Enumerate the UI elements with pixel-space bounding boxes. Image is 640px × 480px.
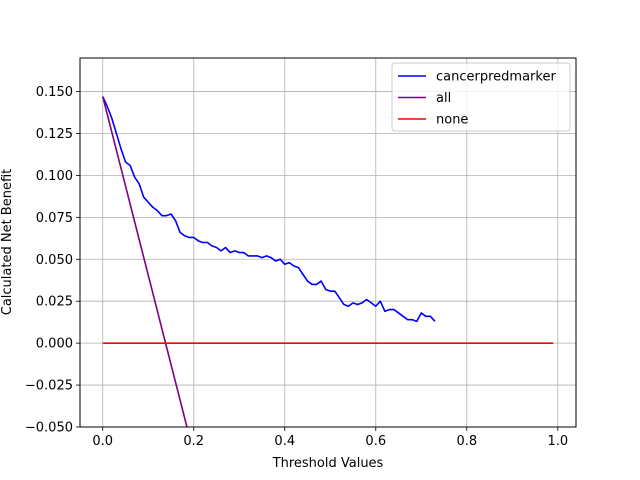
x-tick-label: 0.8 [456, 434, 477, 449]
y-tick-label: −0.050 [25, 421, 73, 436]
y-tick-label: 0.150 [36, 85, 73, 100]
legend-box [391, 62, 571, 132]
series-lines [101, 96, 554, 427]
x-tick-label: 0.6 [365, 434, 386, 449]
y-tick-label: 0.125 [36, 127, 73, 142]
y-axis-label: Calculated Net Benefit [0, 169, 15, 316]
legend-label: none [436, 113, 468, 128]
legend-label: all [436, 91, 451, 106]
y-tick-label: 0.000 [36, 337, 73, 352]
y-tick-label: 0.025 [36, 295, 73, 310]
axis-ticks: 0.0 0.2 0.4 0.6 0.8 1.0 −0.050 −0.025 0.000 0.025… [25, 85, 568, 449]
legend-label: cancerpredmarker [436, 70, 556, 85]
y-tick-label: 0.075 [36, 211, 73, 226]
y-tick-label: −0.025 [25, 379, 73, 394]
x-tick-label: 0.2 [183, 434, 204, 449]
y-tick-label: 0.100 [36, 169, 73, 184]
x-axis-label: Threshold Values [272, 456, 384, 471]
x-tick-label: 1.0 [547, 434, 568, 449]
series-line-all [101, 96, 188, 427]
plot-frame [79, 57, 577, 428]
y-tick-label: 0.050 [36, 253, 73, 268]
x-tick-label: 0.0 [92, 434, 113, 449]
x-tick-label: 0.4 [274, 434, 295, 449]
legend: cancerpredmarker all none [391, 62, 571, 132]
series-line-cancerpredmarker [102, 96, 436, 323]
